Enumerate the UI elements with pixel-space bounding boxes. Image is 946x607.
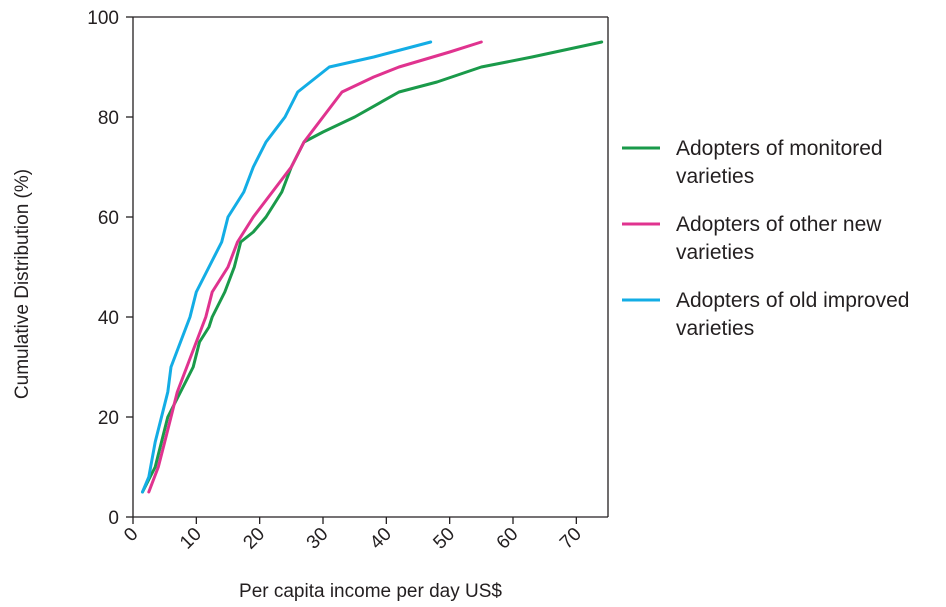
x-tick-label: 70 [556, 524, 586, 554]
y-tick-label: 20 [98, 408, 119, 429]
x-axis-title: Per capita income per day US$ [239, 581, 502, 602]
x-axis-ticks: 0 10 20 30 40 50 60 70 [120, 517, 586, 553]
series-line-adopters-of-monitored-varieties [141, 40, 604, 494]
x-tick-label: 60 [493, 524, 523, 554]
series-line-adopters-of-other-new-varieties [147, 40, 483, 494]
legend-label: Adopters of monitored [676, 137, 883, 160]
legend-label: varieties [676, 241, 754, 264]
series-lines [141, 40, 604, 494]
x-tick-label: 50 [429, 524, 459, 554]
plot-frame [132, 16, 609, 518]
y-tick-label: 0 [108, 508, 119, 529]
legend-label: Adopters of old improved [676, 289, 909, 312]
legend: Adopters of monitored varieties Adopters o… [622, 137, 909, 340]
legend-label: Adopters of other new [676, 213, 882, 236]
y-tick-label: 100 [87, 8, 119, 29]
legend-label: varieties [676, 165, 754, 188]
y-tick-label: 80 [98, 108, 119, 129]
y-axis-title: Cumulative Distribution (%) [12, 169, 33, 399]
legend-label: varieties [676, 317, 754, 340]
x-tick-label: 10 [176, 524, 206, 554]
series-line-adopters-of-old-improved-varieties [141, 40, 433, 494]
y-tick-label: 40 [98, 308, 119, 329]
x-tick-label: 40 [366, 524, 396, 554]
x-tick-label: 30 [303, 524, 333, 554]
x-tick-label: 0 [120, 524, 142, 546]
y-axis-ticks: 0 20 40 60 80 100 [87, 8, 133, 529]
y-tick-label: 60 [98, 208, 119, 229]
x-tick-label: 20 [239, 524, 269, 554]
